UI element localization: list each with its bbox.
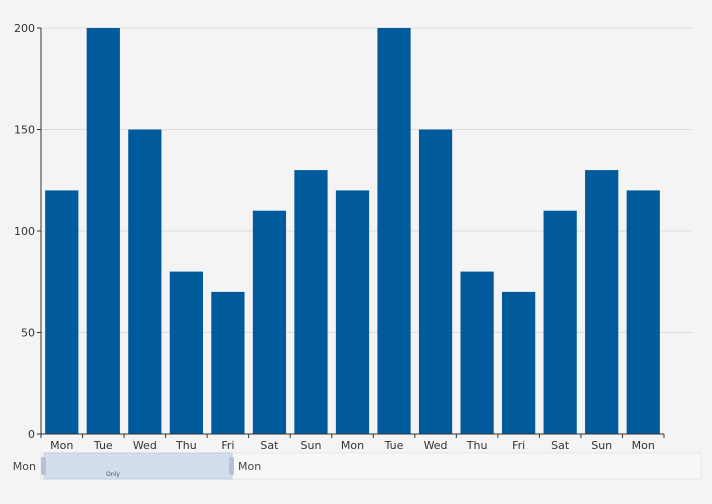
bar[interactable] [252, 210, 287, 434]
data-zoom-handle-text: Only [106, 471, 120, 478]
bar[interactable] [169, 271, 203, 434]
x-tick-label: Fri [221, 439, 234, 452]
x-tick-label: Thu [175, 439, 197, 452]
x-tick-label: Sun [300, 439, 321, 452]
x-tick-label: Sat [260, 439, 279, 452]
bar[interactable] [335, 190, 370, 434]
x-tick-label: Sat [551, 439, 570, 452]
y-tick-labels: 0 50 100 150 200 [14, 22, 41, 441]
bar[interactable] [294, 170, 328, 434]
y-tick-label: 100 [14, 225, 35, 238]
y-tick-label: 0 [28, 428, 35, 441]
bar[interactable] [211, 291, 245, 434]
data-zoom-start-label: Mon [13, 460, 36, 473]
x-tick-label: Thu [466, 439, 488, 452]
x-tick-label: Fri [512, 439, 525, 452]
bar[interactable] [377, 28, 411, 434]
x-tick-label: Wed [133, 439, 157, 452]
x-tick-label: Mon [632, 439, 655, 452]
data-zoom-slider[interactable]: Mon Mon Only [13, 452, 702, 480]
data-zoom-handle-right[interactable] [229, 457, 234, 475]
data-zoom-handle-left[interactable] [41, 457, 46, 475]
bar[interactable] [460, 271, 494, 434]
data-zoom-end-label: Mon [238, 460, 261, 473]
y-tick-label: 150 [14, 124, 35, 137]
bar[interactable] [543, 210, 577, 434]
y-tick-label: 200 [14, 22, 35, 35]
x-tick-label: Mon [50, 439, 73, 452]
bar[interactable] [502, 291, 536, 434]
x-tick-label: Mon [341, 439, 364, 452]
bar[interactable] [45, 190, 79, 434]
bar[interactable] [418, 129, 453, 435]
y-tick-label: 50 [21, 327, 35, 340]
bars [45, 28, 660, 434]
bar[interactable] [128, 129, 162, 435]
x-tick-label: Tue [384, 439, 404, 452]
bar[interactable] [585, 170, 619, 434]
bar[interactable] [86, 28, 120, 434]
x-tick-label: Wed [424, 439, 448, 452]
x-tick-labels: Mon Tue Wed Thu Fri Sat Sun Mon Tue Wed Thu Fri Sat S… [40, 434, 665, 452]
x-tick-label: Sun [591, 439, 612, 452]
bar[interactable] [626, 190, 660, 434]
data-zoom-window[interactable] [43, 452, 233, 480]
x-tick-label: Tue [93, 439, 113, 452]
